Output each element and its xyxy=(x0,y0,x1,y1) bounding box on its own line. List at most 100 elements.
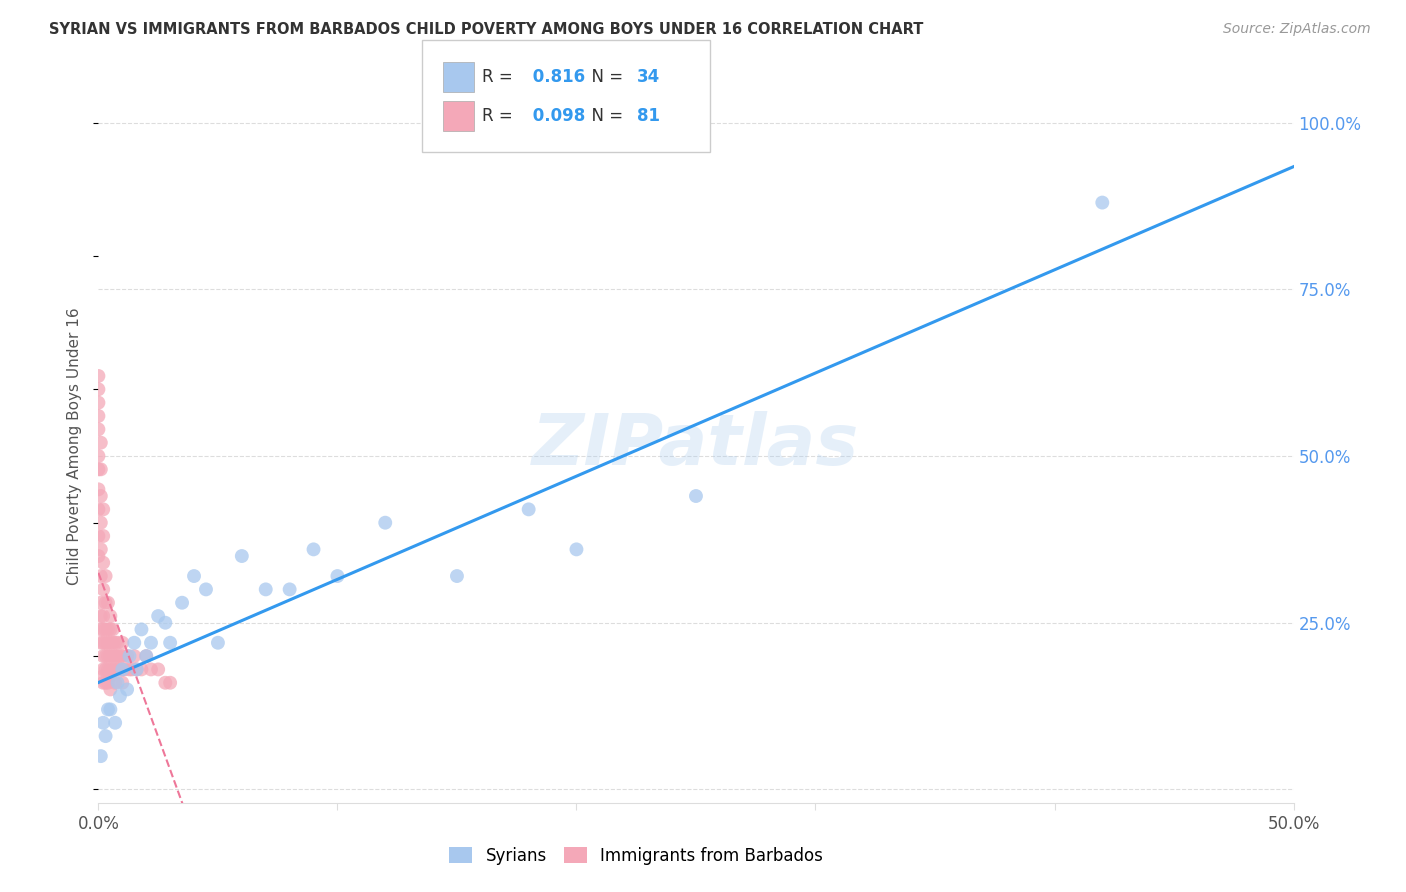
Point xyxy=(97,649,120,664)
Point xyxy=(107,636,129,650)
Point xyxy=(90,569,112,583)
Point xyxy=(91,675,114,690)
Point xyxy=(98,649,122,664)
Point xyxy=(87,549,110,563)
Point xyxy=(148,609,170,624)
Point xyxy=(97,623,120,637)
Point xyxy=(302,542,325,557)
Point xyxy=(111,636,134,650)
Point xyxy=(231,549,253,563)
Text: N =: N = xyxy=(581,107,628,125)
Point xyxy=(108,689,131,703)
Point xyxy=(94,623,117,637)
Point xyxy=(159,636,181,650)
Point xyxy=(131,623,153,637)
Point xyxy=(94,675,117,690)
Point xyxy=(90,596,112,610)
Point xyxy=(111,649,134,664)
Point xyxy=(172,596,194,610)
Point xyxy=(131,662,153,676)
Point xyxy=(90,462,112,476)
Point xyxy=(87,529,110,543)
Point xyxy=(87,368,110,383)
Point xyxy=(104,675,127,690)
Point xyxy=(87,449,110,463)
Point xyxy=(87,483,110,497)
Point xyxy=(91,556,114,570)
Point xyxy=(98,702,122,716)
Point xyxy=(91,623,114,637)
Point xyxy=(155,615,177,630)
Point xyxy=(94,636,117,650)
Text: 34: 34 xyxy=(637,68,661,86)
Point xyxy=(97,702,120,716)
Point xyxy=(107,662,129,676)
Point xyxy=(135,649,157,664)
Point xyxy=(104,662,127,676)
Point xyxy=(107,675,129,690)
Point xyxy=(118,662,141,676)
Point xyxy=(90,623,112,637)
Point xyxy=(98,623,122,637)
Point xyxy=(97,636,120,650)
Point xyxy=(326,569,349,583)
Point xyxy=(94,596,117,610)
Point xyxy=(98,682,122,697)
Point xyxy=(517,502,540,516)
Point xyxy=(98,669,122,683)
Point xyxy=(685,489,707,503)
Text: R =: R = xyxy=(482,68,519,86)
Point xyxy=(97,675,120,690)
Point xyxy=(91,502,114,516)
Point xyxy=(101,649,124,664)
Point xyxy=(98,609,122,624)
Point xyxy=(90,609,112,624)
Point xyxy=(565,542,588,557)
Point xyxy=(90,749,112,764)
Point xyxy=(101,623,124,637)
Point xyxy=(94,649,117,664)
Point xyxy=(111,662,134,676)
Point xyxy=(91,636,114,650)
Point xyxy=(374,516,396,530)
Point xyxy=(111,675,134,690)
Text: SYRIAN VS IMMIGRANTS FROM BARBADOS CHILD POVERTY AMONG BOYS UNDER 16 CORRELATION: SYRIAN VS IMMIGRANTS FROM BARBADOS CHILD… xyxy=(49,22,924,37)
Point xyxy=(183,569,205,583)
Text: R =: R = xyxy=(482,107,519,125)
Point xyxy=(87,422,110,436)
Point xyxy=(114,662,136,676)
Point xyxy=(159,675,181,690)
Point xyxy=(87,462,110,476)
Point xyxy=(87,409,110,423)
Text: 81: 81 xyxy=(637,107,659,125)
Point xyxy=(125,662,148,676)
Point xyxy=(90,516,112,530)
Point xyxy=(115,682,138,697)
Point xyxy=(91,609,114,624)
Point xyxy=(94,729,117,743)
Point xyxy=(118,649,141,664)
Point xyxy=(139,662,162,676)
Point xyxy=(91,529,114,543)
Point xyxy=(104,715,127,730)
Point xyxy=(87,382,110,396)
Point xyxy=(121,662,143,676)
Point xyxy=(87,502,110,516)
Point xyxy=(207,636,229,650)
Point xyxy=(90,636,112,650)
Point xyxy=(148,662,170,676)
Point xyxy=(107,649,129,664)
Point xyxy=(98,662,122,676)
Point xyxy=(446,569,468,583)
Point xyxy=(108,662,131,676)
Point xyxy=(101,636,124,650)
Legend: Syrians, Immigrants from Barbados: Syrians, Immigrants from Barbados xyxy=(441,838,831,873)
Point xyxy=(90,435,112,450)
Point xyxy=(97,662,120,676)
Text: 0.098: 0.098 xyxy=(527,107,585,125)
Point xyxy=(115,649,138,664)
Point xyxy=(98,636,122,650)
Point xyxy=(91,649,114,664)
Point xyxy=(278,582,301,597)
Point xyxy=(125,662,148,676)
